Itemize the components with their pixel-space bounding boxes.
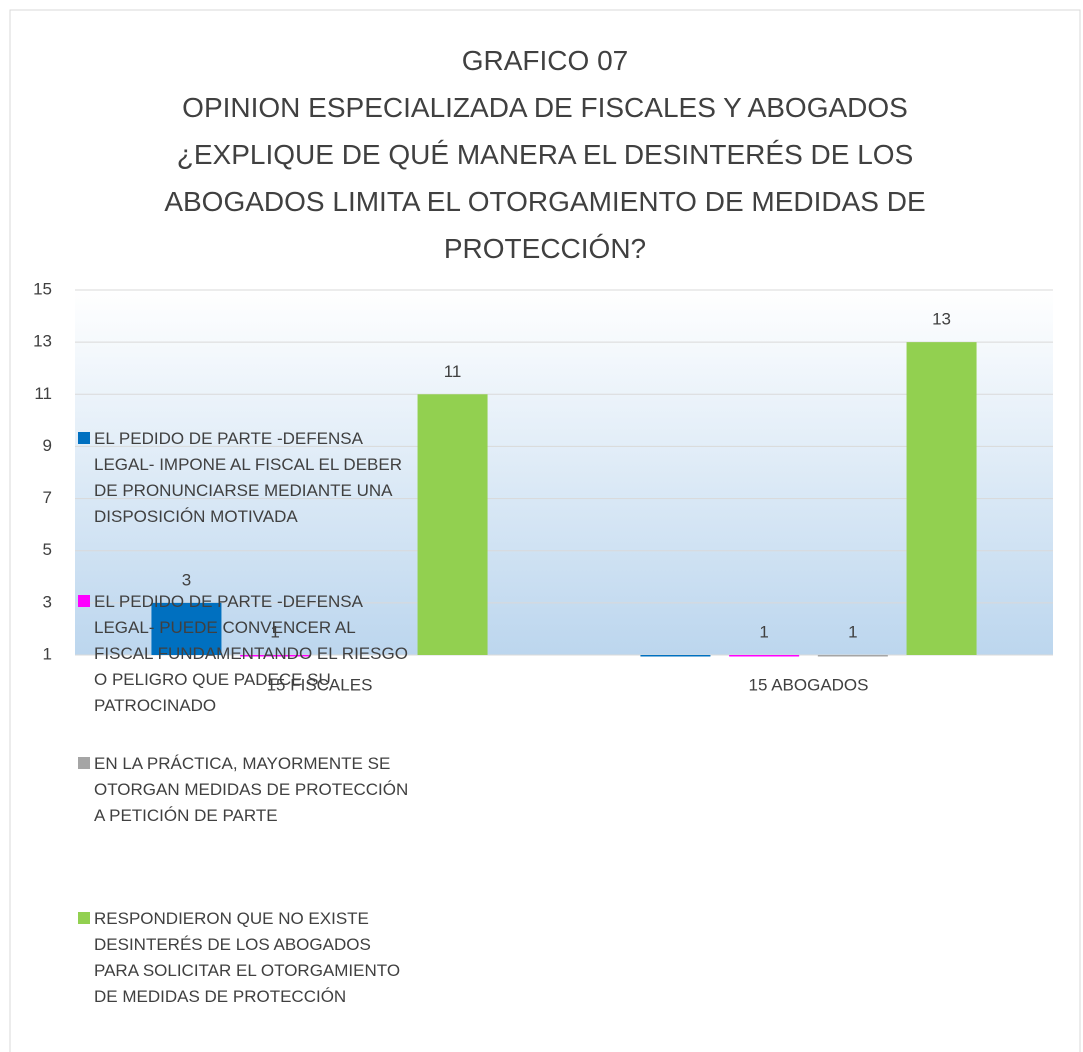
bar — [417, 394, 488, 655]
bar — [151, 602, 222, 655]
legend-item: EL PEDIDO DE PARTE -DEFENSA LEGAL- IMPON… — [78, 426, 413, 530]
legend-swatch — [78, 912, 90, 924]
data-label: 13 — [932, 310, 951, 329]
y-tick-label: 13 — [33, 332, 52, 351]
legend-label: EL PEDIDO DE PARTE -DEFENSA LEGAL- IMPON… — [94, 429, 402, 526]
legend-item: EN LA PRÁCTICA, MAYORMENTE SE OTORGAN ME… — [78, 751, 413, 829]
legend-swatch — [78, 757, 90, 769]
legend-swatch — [78, 595, 90, 607]
bar — [640, 655, 711, 657]
legend-label: EL PEDIDO DE PARTE -DEFENSA LEGAL- PUEDE… — [94, 592, 408, 715]
bar — [240, 655, 311, 657]
data-label: 1 — [270, 622, 279, 641]
bar — [729, 655, 800, 657]
chart-subtitle: OPINION ESPECIALIZADA DE FISCALES Y ABOG… — [164, 92, 926, 264]
chart-title: GRAFICO 07 — [461, 45, 629, 76]
bar — [817, 655, 888, 657]
chart-border — [9, 9, 1081, 1052]
x-tick-label: 15 FISCALES — [267, 675, 373, 694]
y-tick-label: 15 — [33, 279, 52, 298]
legend-label: EN LA PRÁCTICA, MAYORMENTE SE OTORGAN ME… — [94, 754, 409, 825]
data-label: 1 — [848, 622, 857, 641]
legend-item: RESPONDIERON QUE NO EXISTE DESINTERÉS DE… — [78, 906, 413, 1010]
y-tick-label: 1 — [43, 644, 52, 663]
legend-item: EL PEDIDO DE PARTE -DEFENSA LEGAL- PUEDE… — [78, 589, 413, 719]
legend-label: RESPONDIERON QUE NO EXISTE DESINTERÉS DE… — [94, 909, 401, 1006]
y-tick-label: 11 — [34, 384, 52, 403]
data-label: 3 — [182, 570, 191, 589]
data-label: 1 — [759, 622, 768, 641]
y-tick-label: 5 — [43, 540, 52, 559]
bar — [906, 342, 977, 655]
data-label: 11 — [444, 362, 462, 381]
y-tick-label: 7 — [43, 488, 52, 507]
y-tick-label: 9 — [43, 436, 52, 455]
x-tick-label: 15 ABOGADOS — [749, 675, 869, 694]
y-tick-label: 3 — [43, 592, 52, 611]
plot-area — [75, 290, 1053, 655]
legend-swatch — [78, 432, 90, 444]
